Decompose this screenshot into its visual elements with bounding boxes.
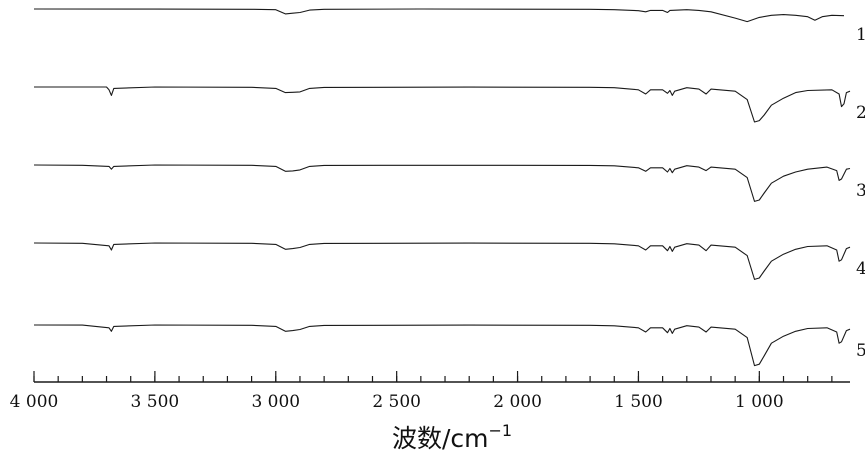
- spectra-group: [33, 8, 851, 367]
- tick-label: 1 000: [735, 392, 784, 412]
- series-label-2: 2: [856, 103, 865, 123]
- x-axis: 4 000 3 500 3 000 2 500 2 000 1 500 1 000: [10, 371, 850, 412]
- spectrum-line-2: [34, 86, 851, 123]
- spectrum-line-4: [33, 242, 851, 280]
- tick-label: 3 500: [131, 392, 180, 412]
- spectrum-line-5: [33, 324, 851, 367]
- tick-label: 4 000: [10, 392, 59, 412]
- tick-label: 2 500: [372, 392, 421, 412]
- series-label-1: 1: [856, 25, 865, 45]
- x-axis-title-text: 波数/cm: [392, 424, 489, 453]
- x-axis-title: 波数/cm−1: [392, 421, 512, 453]
- series-label-3: 3: [856, 181, 865, 201]
- spectrum-line-1: [33, 8, 845, 23]
- tick-label: 2 000: [493, 392, 542, 412]
- x-axis-title-superscript: −1: [488, 421, 512, 440]
- spectrum-line-3: [33, 164, 851, 202]
- series-label-4: 4: [856, 259, 865, 279]
- tick-label: 3 000: [251, 392, 300, 412]
- series-label-5: 5: [856, 341, 865, 361]
- tick-label: 1 500: [614, 392, 663, 412]
- series-labels: 1 2 3 4 5: [856, 25, 865, 361]
